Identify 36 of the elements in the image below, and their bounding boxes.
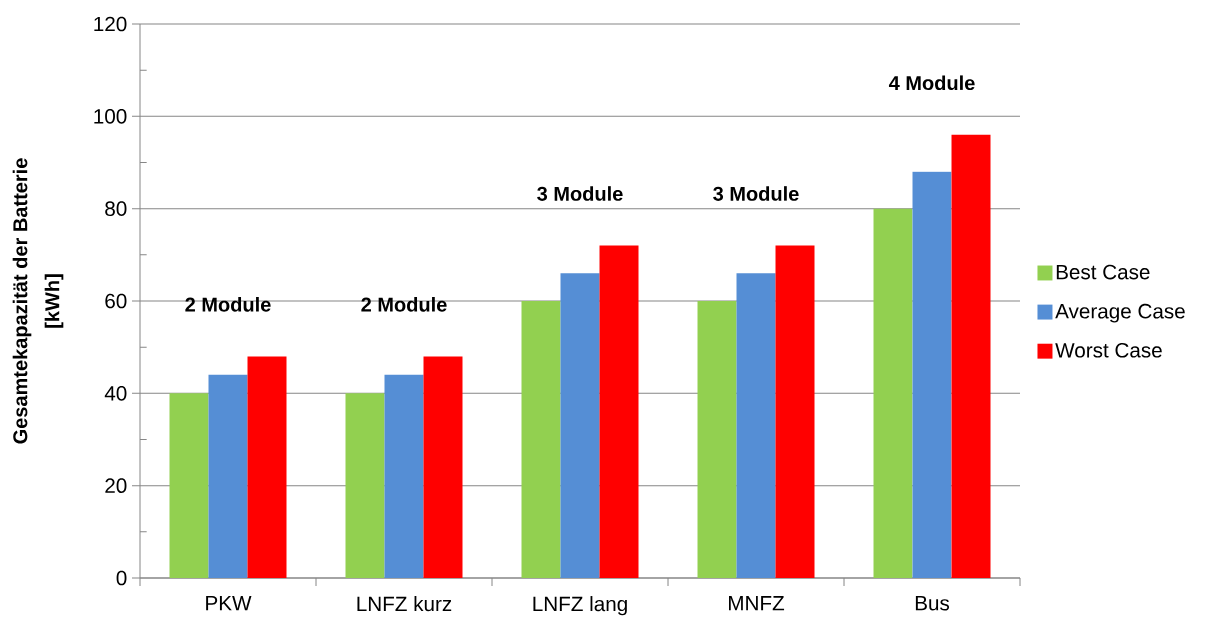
y-tick-label: 80 xyxy=(105,201,127,216)
bar xyxy=(697,300,737,578)
bar xyxy=(208,374,248,578)
legend-label: Best Case xyxy=(1056,264,1150,280)
x-tick-label: LNFZ lang xyxy=(533,596,627,616)
x-tick-label: LNFZ kurz xyxy=(357,596,452,612)
y-tick-label: 100 xyxy=(94,109,127,124)
bar xyxy=(560,273,600,578)
bar xyxy=(247,356,287,578)
y-axis-title: Gesamtekapazität der Batterie [kWh] xyxy=(12,158,64,444)
annotation: 3 Module xyxy=(713,186,799,201)
bar xyxy=(736,273,776,578)
bar xyxy=(384,374,424,578)
legend-label: Average Case xyxy=(1055,303,1185,323)
x-tick-label: Bus xyxy=(915,596,950,611)
legend-label: Worst Case xyxy=(1055,342,1162,358)
bar xyxy=(169,393,209,578)
bar xyxy=(775,245,815,578)
bar xyxy=(599,245,639,578)
y-tick-label: 60 xyxy=(105,293,127,309)
annotation: 3 Module xyxy=(537,186,623,201)
annotation: 2 Module xyxy=(361,297,447,312)
bar xyxy=(521,300,561,578)
y-tick-label: 20 xyxy=(105,478,127,493)
annotation: 4 Module xyxy=(888,75,975,91)
bar xyxy=(912,171,952,578)
y-tick-label: 40 xyxy=(104,386,127,401)
y-tick-label: 120 xyxy=(94,16,127,32)
x-tick-label: PKW xyxy=(206,596,252,611)
annotation: 2 Module xyxy=(185,297,271,312)
bar xyxy=(951,134,991,578)
bar xyxy=(423,356,463,578)
y-tick-label: 0 xyxy=(116,570,127,586)
x-tick-label: MNFZ xyxy=(729,596,785,611)
bar xyxy=(873,208,913,578)
bar xyxy=(345,393,385,578)
